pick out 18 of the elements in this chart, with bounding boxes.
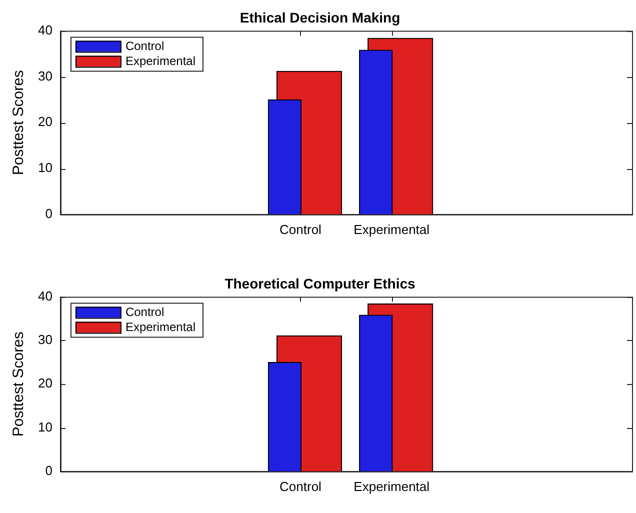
- y-axis-title: Posttest Scores: [10, 332, 28, 437]
- legend-label: Control: [125, 305, 164, 320]
- y-axis-title: Posttest Scores: [10, 70, 28, 176]
- chart-title: Ethical Decision Making: [240, 9, 400, 26]
- y-tick-label: 0: [45, 206, 52, 221]
- y-tick-label: 20: [38, 114, 52, 130]
- legend-label: Experimental: [125, 320, 196, 334]
- chart-title: Theoretical Computer Ethics: [224, 275, 416, 292]
- y-tick-label: 40: [38, 22, 52, 38]
- y-tick-label: 10: [38, 160, 52, 176]
- y-tick-label: 10: [38, 419, 52, 434]
- y-tick-label: 30: [38, 332, 52, 348]
- y-tick-label: 0: [45, 462, 52, 478]
- y-tick-label: 30: [38, 68, 52, 84]
- y-tick-label: 20: [38, 376, 52, 391]
- y-tick-label: 40: [38, 288, 52, 304]
- legend-label: Control: [125, 39, 164, 54]
- legend-label: Experimental: [125, 54, 196, 68]
